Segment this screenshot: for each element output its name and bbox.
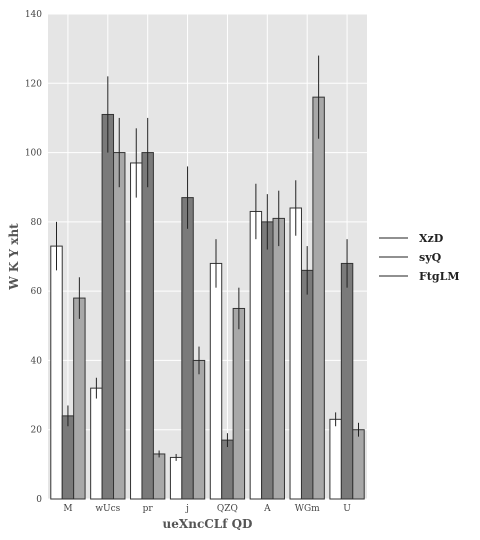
bar-XzD-j [169, 456, 183, 500]
legend-label: FtgLM [419, 270, 460, 283]
error-bars [56, 55, 359, 461]
bar-syQ-M [61, 415, 75, 500]
x-tick-label: U [343, 504, 351, 514]
bar-FtgLM-QZQ [232, 307, 246, 500]
bar-FtgLM-WGm [312, 96, 325, 500]
bar-FtgLM-wUcs [113, 152, 126, 500]
bar-syQ-j [181, 197, 194, 500]
bar-syQ-A [261, 221, 274, 500]
legend-label: XzD [419, 232, 444, 245]
bar-XzD-wUcs [90, 387, 103, 500]
y-tick-label: 20 [31, 426, 43, 436]
y-tick-label: 40 [31, 356, 43, 366]
y-axis-title: W K Y xht [7, 223, 21, 291]
bar-syQ-pr [141, 152, 154, 500]
y-tick-label: 100 [25, 149, 42, 159]
bar-FtgLM-j [192, 359, 206, 500]
bar-FtgLM-A [272, 217, 285, 500]
x-tick-label: M [63, 504, 72, 514]
bar-syQ-wUcs [101, 113, 115, 500]
y-tick-label: 0 [36, 495, 42, 505]
x-tick-label: QZQ [217, 504, 238, 514]
bar-XzD-U [329, 418, 342, 500]
bar-XzD-pr [130, 162, 143, 500]
y-tick-label: 140 [25, 10, 42, 20]
legend-label: syQ [419, 251, 442, 264]
bar-syQ-QZQ [221, 439, 234, 500]
y-tick-label: 80 [31, 218, 43, 228]
x-tick-label: A [263, 504, 271, 514]
bar-FtgLM-M [73, 297, 86, 500]
x-tick-label: j [185, 504, 189, 514]
y-axis: 0 20 40 60 80 100 120 140 [25, 10, 42, 505]
bar-syQ-U [340, 262, 354, 500]
bars [50, 96, 365, 500]
bar-FtgLM-pr [152, 453, 166, 500]
x-tick-label: pr [143, 504, 154, 514]
bar-FtgLM-U [352, 429, 365, 500]
bar-XzD-WGm [289, 207, 302, 500]
y-tick-label: 120 [25, 79, 42, 89]
x-tick-label: wUcs [95, 504, 120, 514]
x-axis-title: ueXncCLf QD [163, 517, 253, 531]
y-tick-label: 60 [31, 287, 43, 297]
bar-XzD-M [50, 245, 63, 500]
bar-XzD-QZQ [209, 262, 223, 500]
bar-XzD-A [249, 210, 263, 500]
legend: XzD syQ FtgLM [379, 232, 460, 283]
bar-syQ-WGm [300, 269, 314, 500]
x-tick-label: WGm [295, 504, 320, 514]
